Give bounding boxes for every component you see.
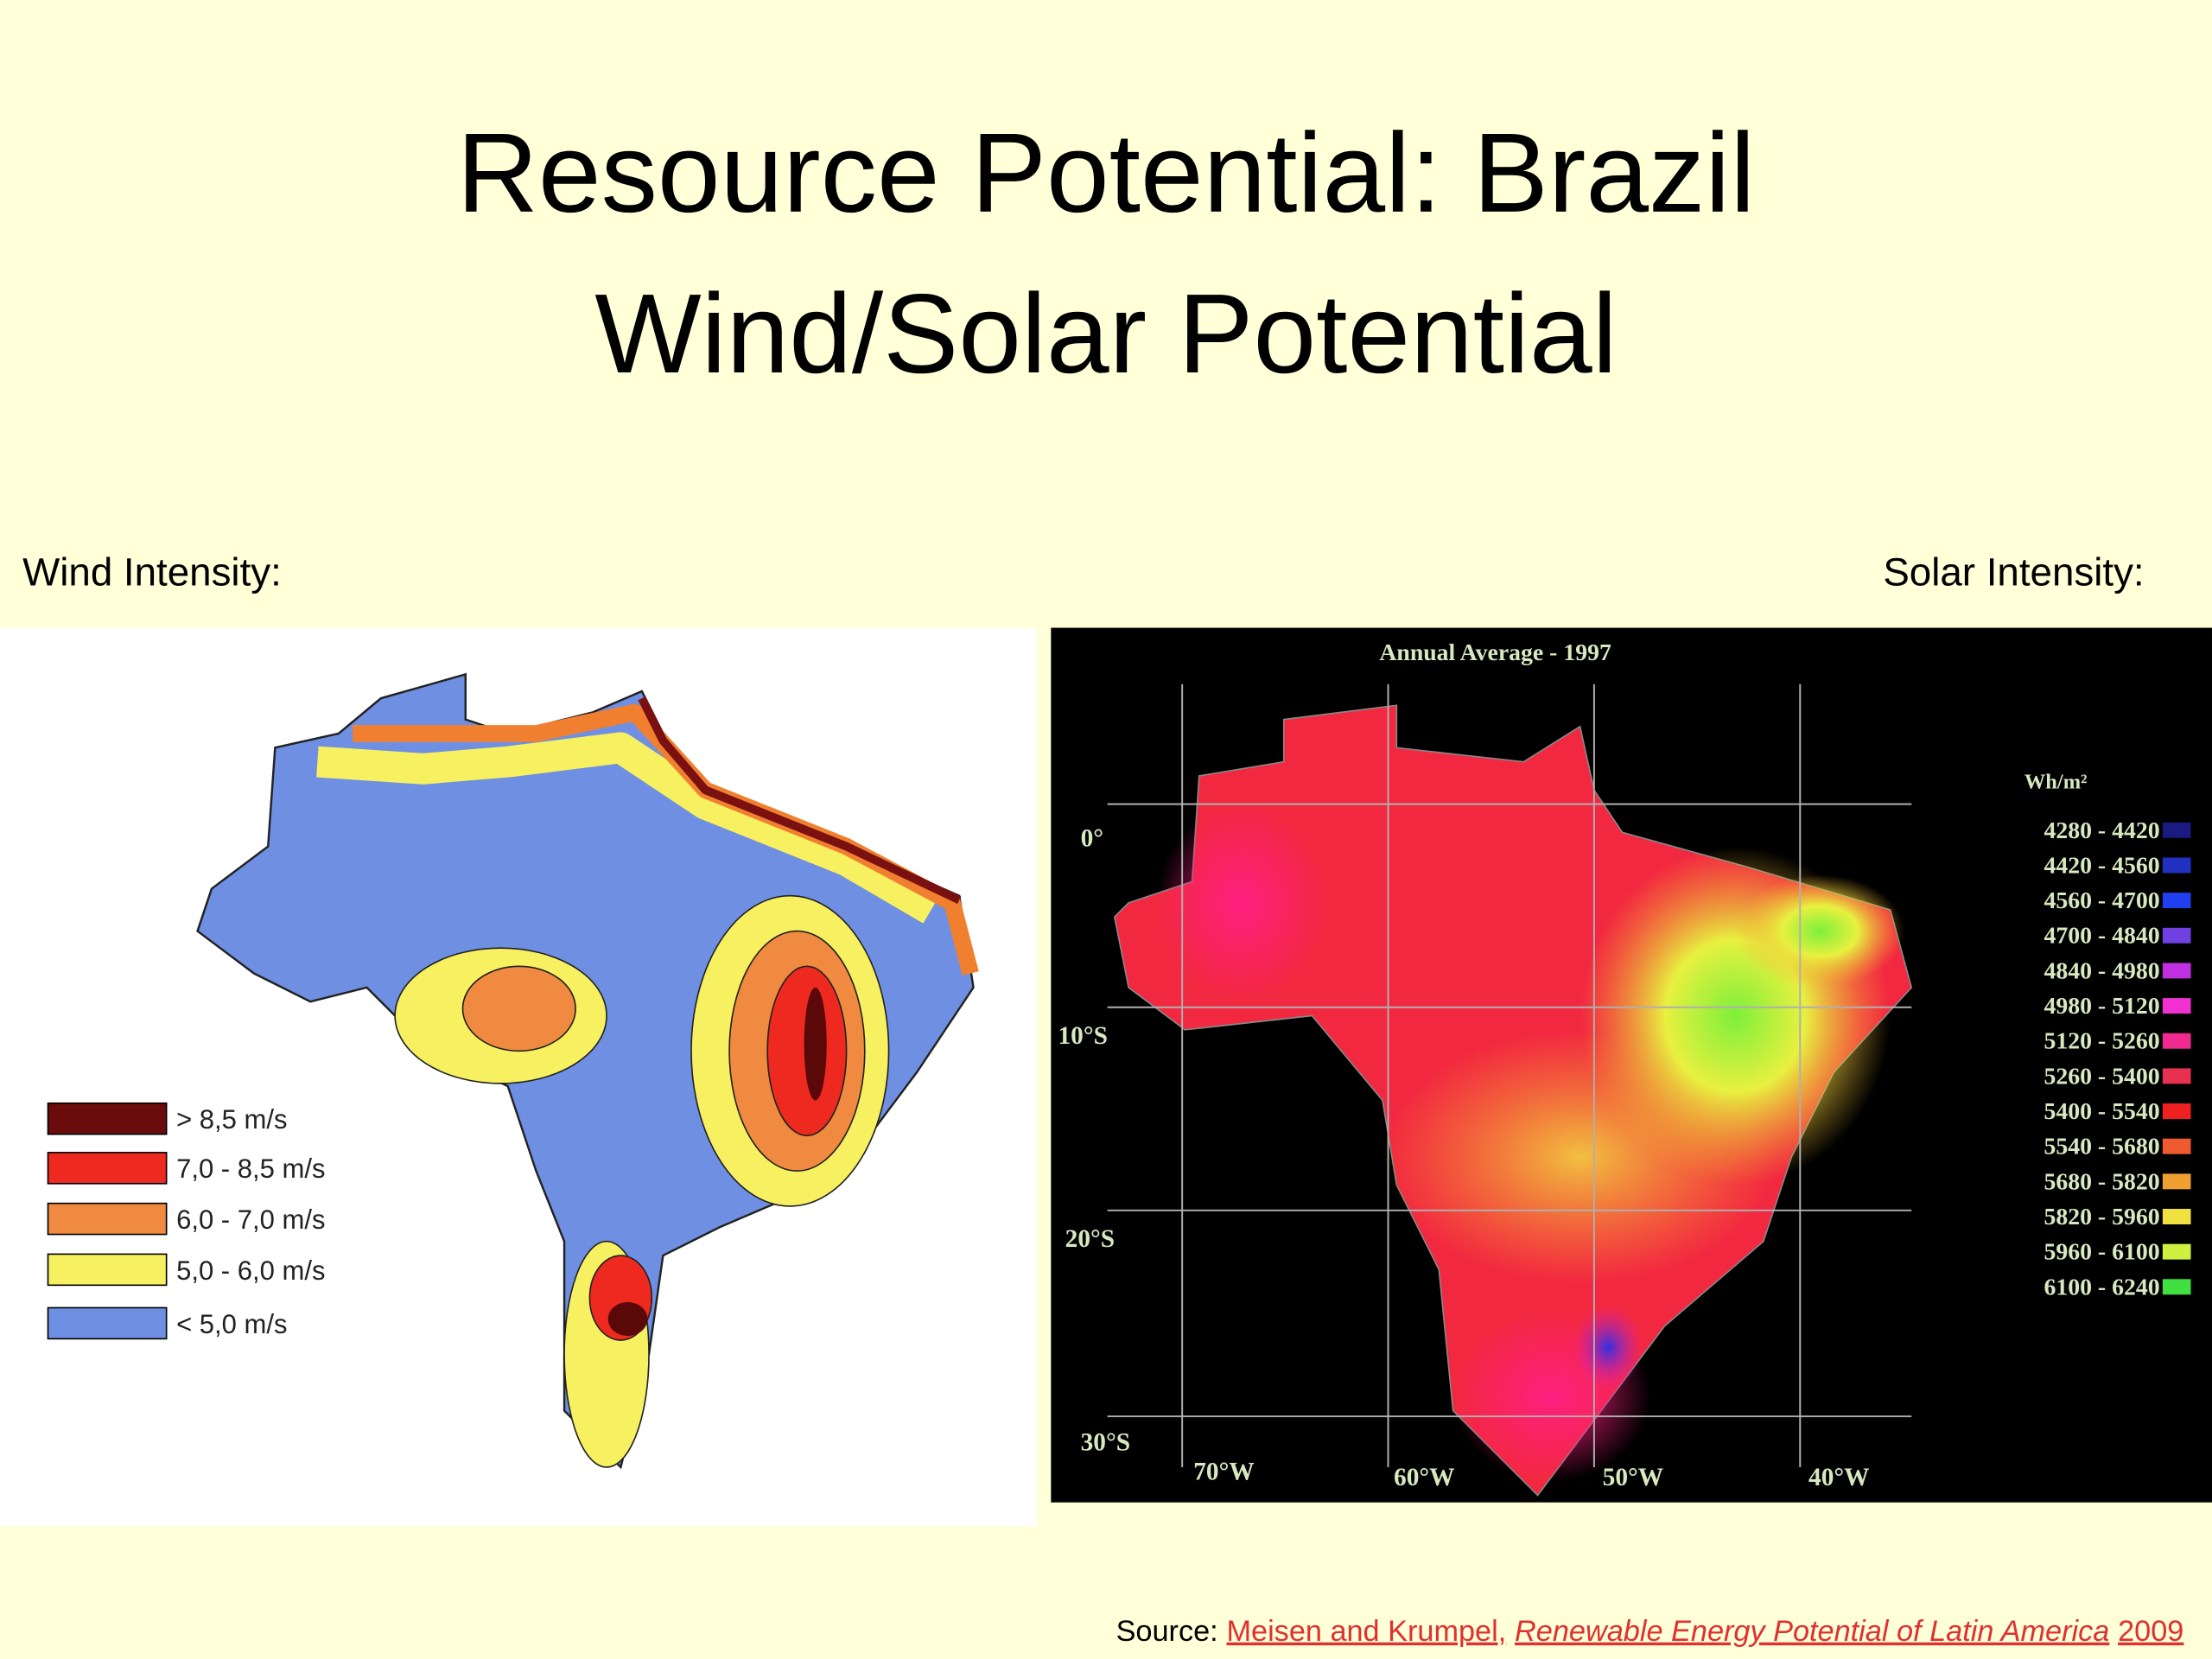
legend-label: 5820 - 5960 (2044, 1204, 2159, 1230)
legend-swatch (2162, 1173, 2191, 1190)
solar-grid (1107, 683, 1912, 1467)
legend-swatch (2162, 1279, 2191, 1295)
solar-map-title: Annual Average - 1997 (1379, 639, 1611, 666)
legend-label: 5680 - 5820 (2044, 1168, 2159, 1195)
legend-swatch (2162, 1068, 2191, 1084)
lon-label: 40°W (1808, 1464, 1870, 1491)
solar-map: Annual Average - 1997 0° 10°S 20°S 30°S … (1051, 627, 2212, 1503)
solar-zone (1573, 1305, 1644, 1390)
wind-legend: > 8,5 m/s 7,0 - 8,5 m/s 6,0 - 7,0 m/s 5,… (47, 1102, 325, 1340)
wind-zone (607, 1301, 648, 1337)
legend-swatch (2162, 1103, 2191, 1120)
legend-swatch (2162, 1033, 2191, 1049)
legend-swatch (2162, 893, 2191, 909)
legend-swatch (2162, 927, 2191, 944)
legend-label: > 8,5 m/s (176, 1104, 287, 1135)
wind-zone (461, 965, 576, 1052)
coast-wind-band (638, 696, 962, 905)
legend-label: 5540 - 5680 (2044, 1134, 2159, 1160)
legend-label: 6100 - 6240 (2044, 1274, 2159, 1300)
solar-zone (1156, 804, 1326, 1002)
wind-label: Wind Intensity: (22, 550, 282, 594)
legend-swatch (2162, 1209, 2191, 1224)
legend-label: 6,0 - 7,0 m/s (176, 1205, 325, 1235)
legend-swatch (2162, 963, 2191, 979)
legend-label: 5,0 - 6,0 m/s (176, 1255, 325, 1286)
brazil-outline (196, 672, 975, 1470)
legend-label: 4420 - 4560 (2044, 852, 2159, 879)
legend-label: < 5,0 m/s (176, 1309, 287, 1339)
source-prefix: Source: (1116, 1615, 1218, 1648)
legend-label: 5120 - 5260 (2044, 1028, 2159, 1055)
source-line: Source: Meisen and Krumpel, Renewable Ener… (1116, 1615, 2184, 1648)
legend-swatch (2162, 998, 2191, 1014)
lat-label: 0° (1081, 825, 1103, 853)
legend-swatch (47, 1152, 168, 1185)
legend-swatch (47, 1306, 168, 1340)
legend-swatch (2162, 857, 2191, 874)
legend-swatch (47, 1202, 168, 1236)
legend-label: 5960 - 6100 (2044, 1239, 2159, 1266)
solar-unit: Wh/m² (2024, 771, 2088, 794)
legend-label: 4280 - 4420 (2044, 817, 2159, 844)
lat-label: 10°S (1058, 1022, 1107, 1050)
solar-label: Solar Intensity: (1883, 550, 2144, 594)
legend-label: 4980 - 5120 (2044, 993, 2159, 1020)
legend-swatch (2162, 1138, 2191, 1154)
legend-swatch (47, 1253, 168, 1287)
legend-label: 4840 - 4980 (2044, 957, 2159, 984)
source-link-title[interactable]: Renewable Energy Potential of Latin Amer… (1515, 1615, 2109, 1648)
legend-label: 5260 - 5400 (2044, 1063, 2159, 1090)
legend-swatch (2162, 822, 2191, 838)
lat-label: 20°S (1065, 1225, 1115, 1253)
lon-label: 70°W (1193, 1459, 1255, 1486)
source-year[interactable]: 2009 (2118, 1615, 2183, 1648)
solar-axis-labels: 0° 10°S 20°S 30°S 70°W 60°W 50°W 40°W (1058, 825, 1869, 1492)
legend-label: 4700 - 4840 (2044, 923, 2159, 950)
legend-label: 4560 - 4700 (2044, 887, 2159, 914)
wind-zone (804, 987, 827, 1101)
source-link[interactable]: Meisen and Krumpel, (1226, 1615, 1506, 1648)
solar-zone (1735, 874, 1905, 988)
lon-label: 60°W (1394, 1464, 1454, 1491)
lon-label: 50°W (1603, 1464, 1664, 1491)
coast-wind-band (316, 732, 939, 924)
title-line-2: Wind/Solar Potential (594, 270, 1617, 397)
wind-map: > 8,5 m/s 7,0 - 8,5 m/s 6,0 - 7,0 m/s 5,… (0, 627, 1037, 1527)
legend-swatch (47, 1102, 168, 1135)
legend-label: 7,0 - 8,5 m/s (176, 1154, 325, 1184)
legend-swatch (2162, 1243, 2191, 1260)
title-line-1: Resource Potential: Brazil (457, 110, 1756, 236)
solar-legend: 4280 - 4420 4420 - 4560 4560 - 4700 4700 - … (2044, 817, 2191, 1300)
lat-label: 30°S (1081, 1428, 1130, 1456)
legend-label: 5400 - 5540 (2044, 1098, 2159, 1125)
